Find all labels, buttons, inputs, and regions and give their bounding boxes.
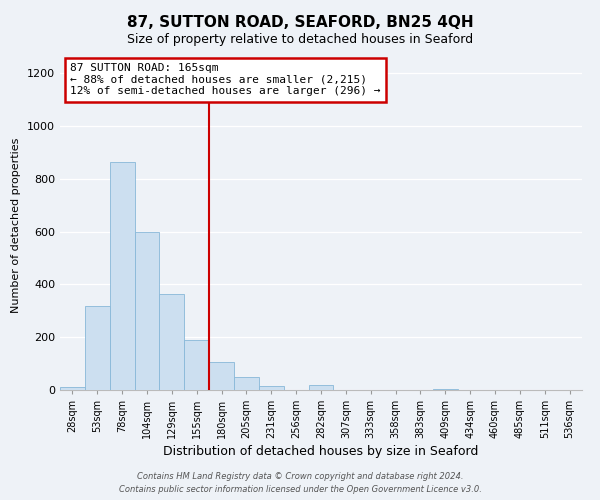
Text: 87, SUTTON ROAD, SEAFORD, BN25 4QH: 87, SUTTON ROAD, SEAFORD, BN25 4QH bbox=[127, 15, 473, 30]
Bar bbox=[110, 162, 134, 390]
Y-axis label: Number of detached properties: Number of detached properties bbox=[11, 138, 22, 312]
Bar bbox=[160, 294, 184, 390]
Bar bbox=[209, 362, 234, 390]
Bar bbox=[433, 388, 458, 390]
Bar bbox=[259, 386, 284, 390]
Bar bbox=[234, 378, 259, 390]
Text: Size of property relative to detached houses in Seaford: Size of property relative to detached ho… bbox=[127, 32, 473, 46]
Bar bbox=[60, 388, 85, 390]
X-axis label: Distribution of detached houses by size in Seaford: Distribution of detached houses by size … bbox=[163, 446, 479, 458]
Bar bbox=[308, 385, 334, 390]
Bar bbox=[134, 232, 160, 390]
Bar bbox=[85, 306, 110, 390]
Text: 87 SUTTON ROAD: 165sqm
← 88% of detached houses are smaller (2,215)
12% of semi-: 87 SUTTON ROAD: 165sqm ← 88% of detached… bbox=[70, 64, 381, 96]
Bar bbox=[184, 340, 209, 390]
Text: Contains HM Land Registry data © Crown copyright and database right 2024.
Contai: Contains HM Land Registry data © Crown c… bbox=[119, 472, 481, 494]
